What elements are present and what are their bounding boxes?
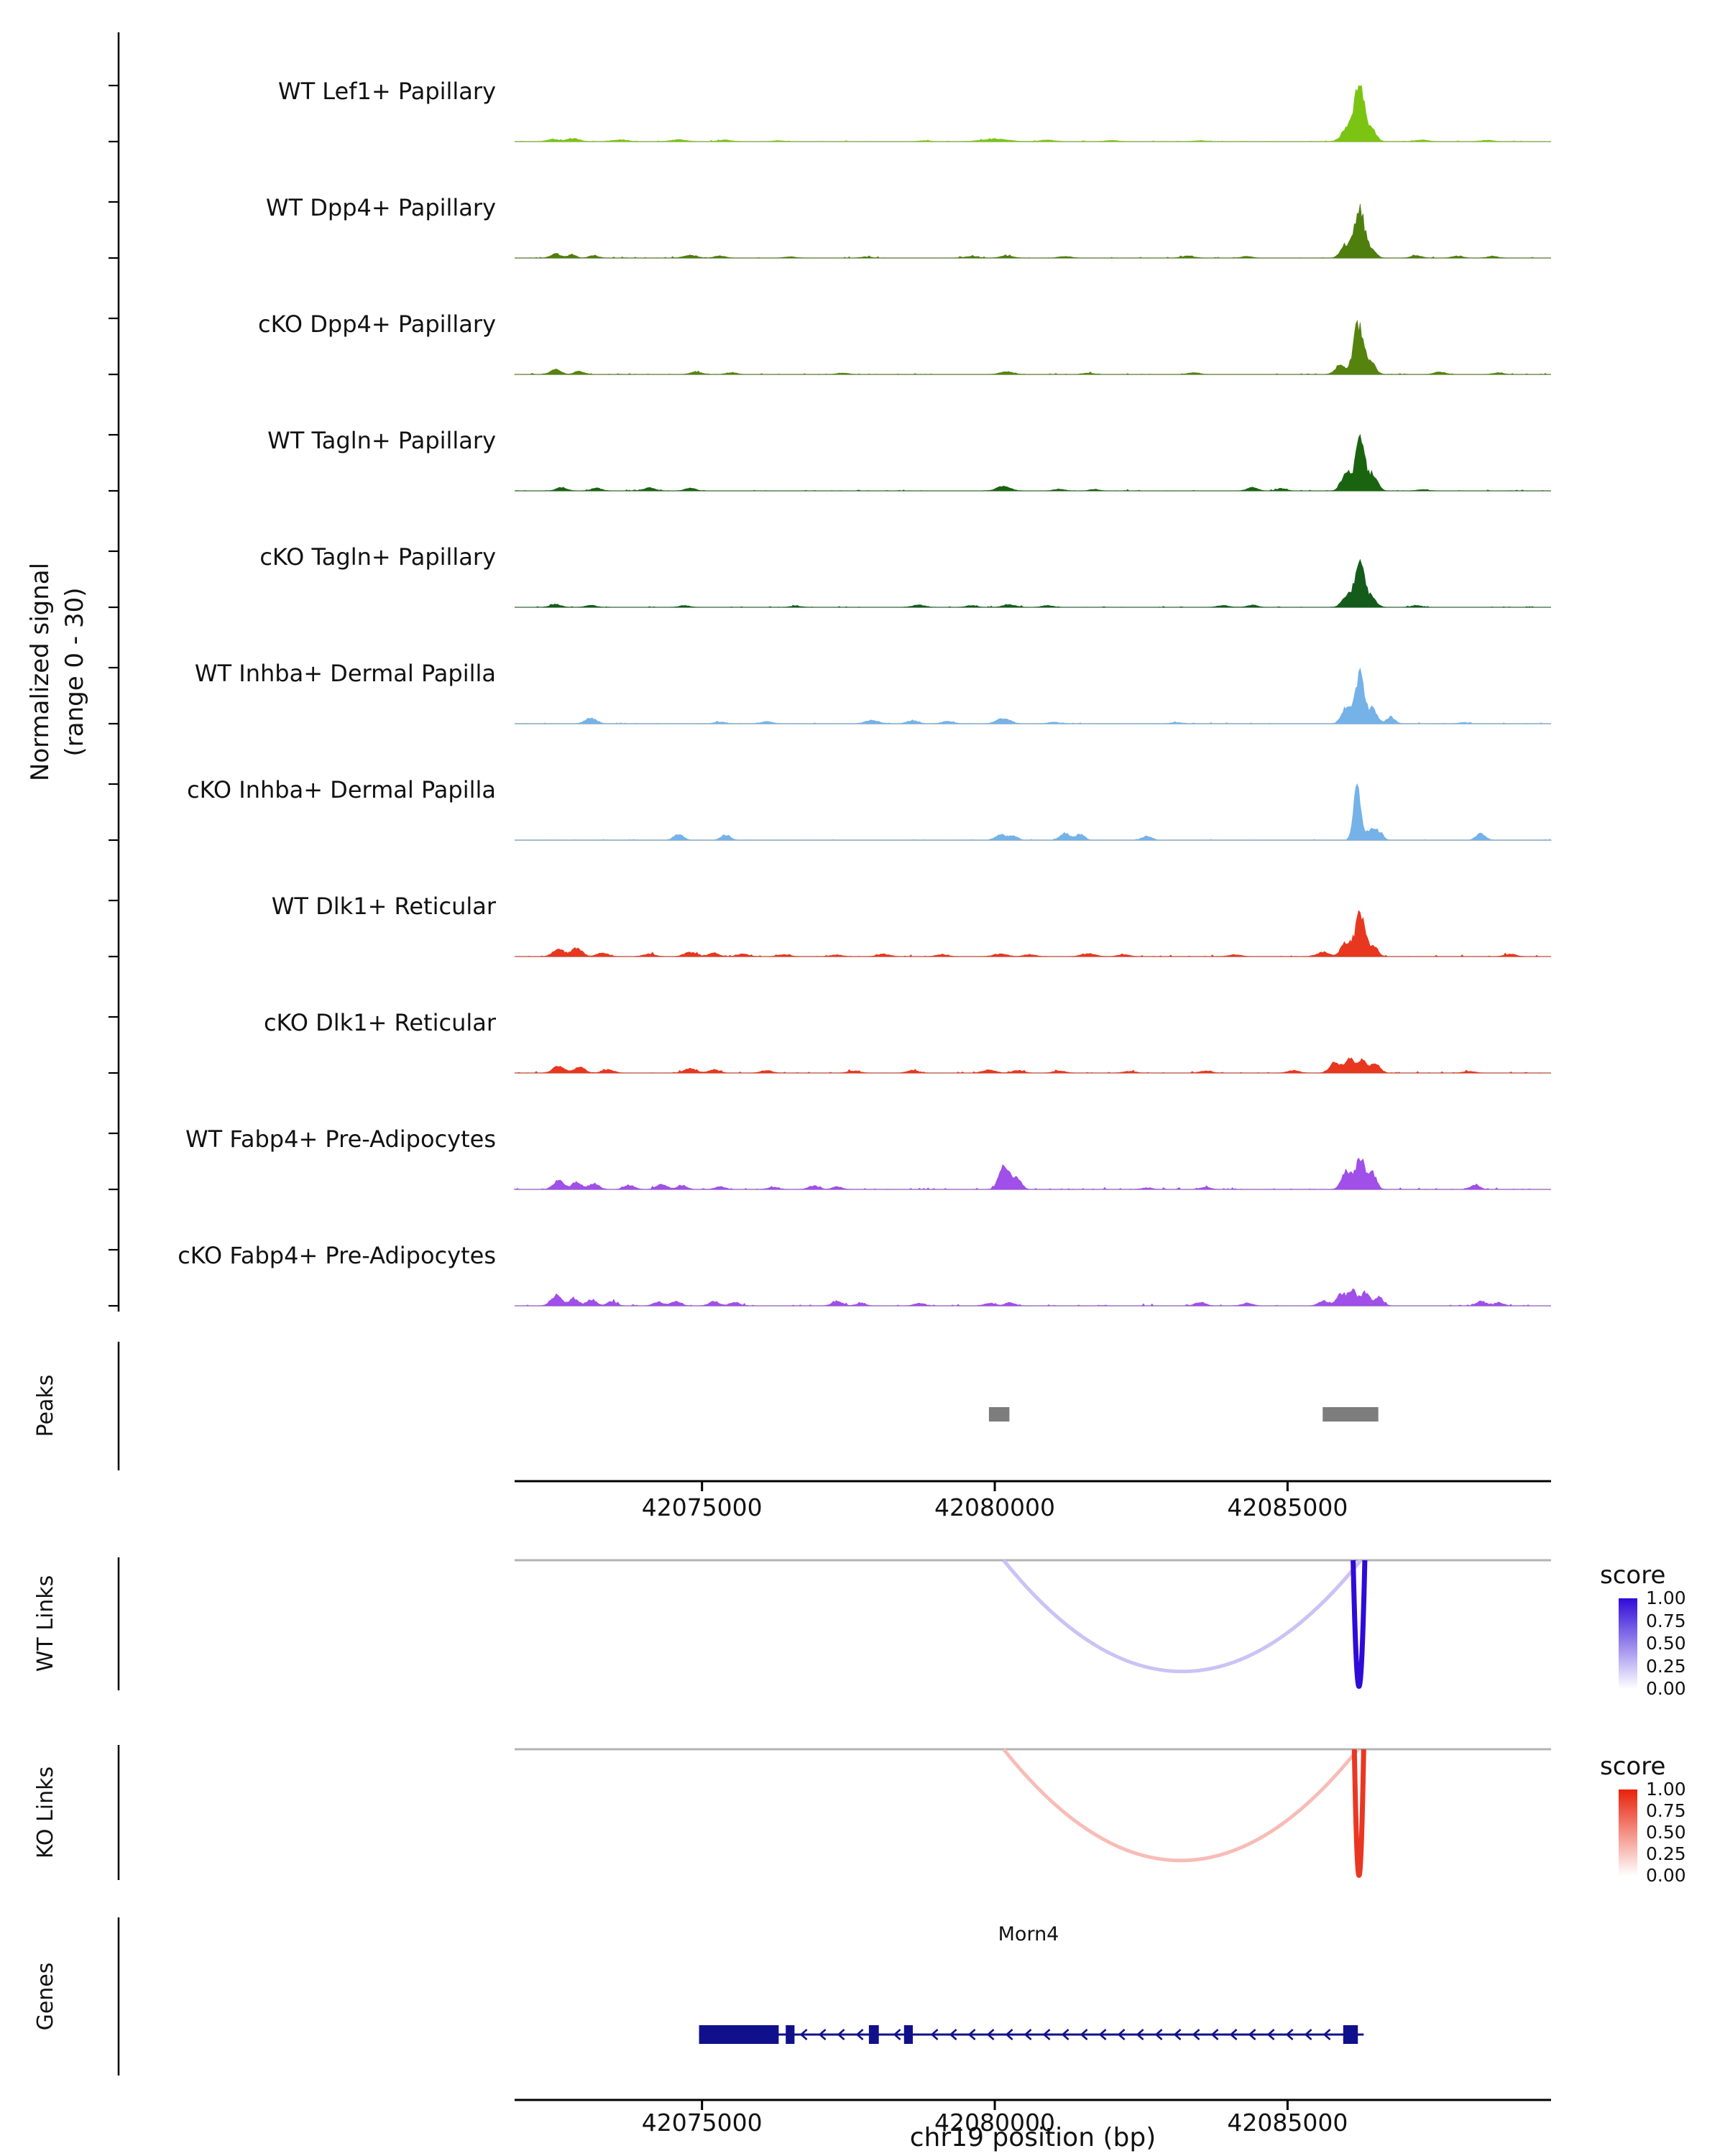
- gene-exon: [903, 2025, 913, 2044]
- gene-strand-arrow: [837, 2029, 845, 2040]
- gene-strand-arrow: [930, 2029, 939, 2040]
- legend-tick-label: 1.00: [1646, 1779, 1686, 1800]
- gene-strand-arrow: [1192, 2029, 1200, 2040]
- legend-tick-label: 1.00: [1646, 1588, 1686, 1608]
- gene-strand-arrow: [1154, 2029, 1163, 2040]
- gene-exon: [1343, 2025, 1358, 2044]
- signal-track-7: [515, 783, 1552, 841]
- x-axis-tick-label: 42080000: [934, 2109, 1056, 2137]
- signal-track-2: [514, 203, 1551, 259]
- signal-track-10: [514, 1157, 1551, 1190]
- track-label: WT Inhba+ Dermal Papilla: [194, 660, 496, 687]
- wt-link-arc: [1002, 1559, 1363, 1674]
- gene-strand-arrow: [967, 2029, 976, 2040]
- x-axis-title: chr19 position (bp): [909, 2123, 1156, 2152]
- gene-strand-arrow: [1248, 2029, 1256, 2040]
- gene-strand-arrow: [1229, 2029, 1238, 2040]
- gene-strand-arrow: [799, 2029, 808, 2040]
- track-label: cKO Dlk1+ Reticular: [263, 1009, 496, 1036]
- gene-strand-arrow: [1042, 2029, 1051, 2040]
- track-label: WT Dlk1+ Reticular: [271, 893, 496, 920]
- gene-strand-arrow: [1005, 2029, 1013, 2040]
- gene-strand-arrow: [818, 2029, 827, 2040]
- gene-strand-arrow: [1024, 2029, 1032, 2040]
- gene-strand-arrow: [1136, 2029, 1144, 2040]
- peak-interval: [988, 1407, 1010, 1422]
- track-label: cKO Tagln+ Papillary: [259, 543, 496, 571]
- gene-exon: [699, 2025, 779, 2044]
- track-label: cKO Inhba+ Dermal Papilla: [187, 776, 496, 803]
- gene-strand-arrow: [1210, 2029, 1219, 2040]
- track-label: WT Lef1+ Papillary: [277, 78, 496, 105]
- signal-track-3: [514, 319, 1551, 375]
- gene-strand-arrow: [1080, 2029, 1088, 2040]
- ko-link-arc: [1351, 1749, 1366, 1878]
- legend-tick-label: 0.50: [1646, 1822, 1686, 1843]
- gene-strand-arrow: [1117, 2029, 1126, 2040]
- signal-track-9: [515, 1057, 1551, 1074]
- x-axis-tick-label: 42075000: [641, 2109, 763, 2137]
- x-axis-tick-label: 42085000: [1227, 1493, 1348, 1521]
- legend-tick-label: 0.75: [1646, 1800, 1686, 1821]
- gene-strand-arrow: [893, 2029, 901, 2040]
- gene-strand-arrow: [986, 2029, 995, 2040]
- x-axis-tick-label: 42080000: [934, 1493, 1056, 1521]
- signal-track-4: [515, 433, 1551, 492]
- track-label: cKO Fabp4+ Pre-Adipocytes: [178, 1242, 496, 1269]
- signal-track-8: [515, 910, 1551, 957]
- legend-tick-label: 0.00: [1646, 1678, 1686, 1699]
- ko-link-arc: [1002, 1748, 1360, 1863]
- signal-track-11: [515, 1288, 1551, 1307]
- wt-links-legend-title: score: [1600, 1561, 1666, 1590]
- wt-link-arc: [1351, 1560, 1368, 1689]
- signal-track-5: [515, 558, 1551, 608]
- gene-label: Morn4: [998, 1923, 1059, 1945]
- gradWT-gradient-bar: [1619, 1598, 1637, 1689]
- gene-strand-arrow: [1285, 2029, 1294, 2040]
- track-label: WT Fabp4+ Pre-Adipocytes: [185, 1125, 496, 1153]
- signal-track-1: [515, 85, 1551, 142]
- track-label: cKO Dpp4+ Papillary: [258, 310, 496, 338]
- ko-links-legend-title: score: [1600, 1752, 1666, 1781]
- x-axis-tick-label: 42085000: [1227, 2109, 1348, 2137]
- gene-strand-arrow: [1098, 2029, 1107, 2040]
- gene-strand-arrow: [949, 2029, 957, 2040]
- legend-tick-label: 0.25: [1646, 1655, 1686, 1677]
- legend-tick-label: 0.75: [1646, 1610, 1686, 1631]
- x-axis-tick-label: 42075000: [641, 1493, 763, 1521]
- legend-tick-label: 0.50: [1646, 1633, 1686, 1654]
- peak-interval: [1322, 1407, 1379, 1422]
- signal-track-6: [515, 667, 1551, 724]
- gradKO-gradient-bar: [1619, 1789, 1637, 1876]
- gene-strand-arrow: [1266, 2029, 1275, 2040]
- legend-tick-label: 0.25: [1646, 1843, 1686, 1864]
- gene-strand-arrow: [1322, 2029, 1331, 2040]
- legend-tick-label: 0.00: [1646, 1865, 1686, 1886]
- track-label: WT Dpp4+ Papillary: [265, 194, 496, 221]
- gene-exon: [786, 2025, 795, 2044]
- gene-strand-arrow: [1173, 2029, 1182, 2040]
- gene-strand-arrow: [855, 2029, 864, 2040]
- gene-exon: [868, 2025, 879, 2044]
- gene-strand-arrow: [1061, 2029, 1070, 2040]
- track-label: WT Tagln+ Papillary: [267, 427, 496, 454]
- gene-strand-arrow: [1304, 2029, 1312, 2040]
